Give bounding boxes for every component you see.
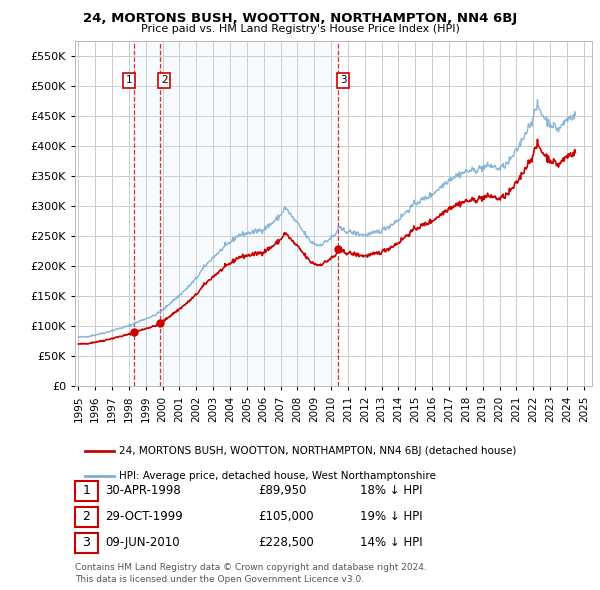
Bar: [134, 41, 160, 386]
Text: This data is licensed under the Open Government Licence v3.0.: This data is licensed under the Open Gov…: [75, 575, 364, 584]
Text: 24, MORTONS BUSH, WOOTTON, NORTHAMPTON, NN4 6BJ (detached house): 24, MORTONS BUSH, WOOTTON, NORTHAMPTON, …: [119, 446, 517, 456]
Text: 3: 3: [82, 536, 91, 549]
Text: 18% ↓ HPI: 18% ↓ HPI: [360, 484, 422, 497]
Text: £228,500: £228,500: [258, 536, 314, 549]
Text: Price paid vs. HM Land Registry's House Price Index (HPI): Price paid vs. HM Land Registry's House …: [140, 24, 460, 34]
Text: 29-OCT-1999: 29-OCT-1999: [105, 510, 183, 523]
Text: 1: 1: [82, 484, 91, 497]
Text: £89,950: £89,950: [258, 484, 307, 497]
Text: HPI: Average price, detached house, West Northamptonshire: HPI: Average price, detached house, West…: [119, 471, 436, 481]
Text: 30-APR-1998: 30-APR-1998: [105, 484, 181, 497]
Text: 2: 2: [161, 76, 168, 86]
Text: 24, MORTONS BUSH, WOOTTON, NORTHAMPTON, NN4 6BJ: 24, MORTONS BUSH, WOOTTON, NORTHAMPTON, …: [83, 12, 517, 25]
Text: 1: 1: [126, 76, 133, 86]
Text: 2: 2: [82, 510, 91, 523]
Text: 14% ↓ HPI: 14% ↓ HPI: [360, 536, 422, 549]
Text: 3: 3: [340, 76, 346, 86]
Text: 19% ↓ HPI: 19% ↓ HPI: [360, 510, 422, 523]
Text: Contains HM Land Registry data © Crown copyright and database right 2024.: Contains HM Land Registry data © Crown c…: [75, 563, 427, 572]
Text: £105,000: £105,000: [258, 510, 314, 523]
Bar: [160, 41, 338, 386]
Text: 09-JUN-2010: 09-JUN-2010: [105, 536, 179, 549]
